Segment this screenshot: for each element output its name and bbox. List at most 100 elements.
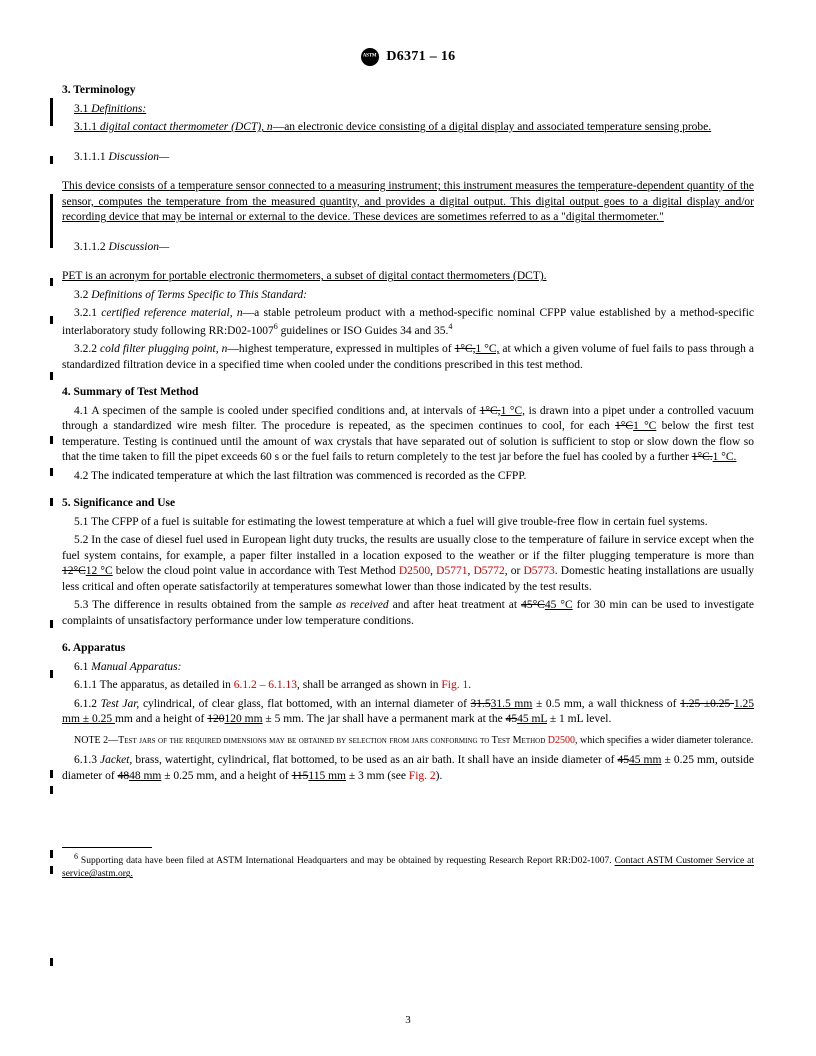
label-definitions: Definitions: <box>91 103 146 115</box>
term-cfpp: cold filter plugging point, n <box>100 343 227 355</box>
para-4-1: 4.1 A specimen of the sample is cooled u… <box>62 404 754 466</box>
s6-1-3-e: ± 3 mm (see <box>346 770 409 782</box>
para-3-1: 3.1 Definitions: <box>62 102 754 118</box>
link-d5773[interactable]: D5773 <box>523 565 554 577</box>
para-5-3: 5.3 The difference in results obtained f… <box>62 598 754 629</box>
change-bar <box>50 372 53 380</box>
s6-1-2-strike3: 120 <box>207 713 224 725</box>
s6-1-2-d: mm and a height of <box>115 713 207 725</box>
s5-2-b: below the cloud point value in accordanc… <box>113 565 399 577</box>
s6-1-1-c: . <box>468 679 471 691</box>
num-3-2-2: 3.2.2 <box>74 343 100 355</box>
link-6-1-2-13[interactable]: 6.1.2 – 6.1.13 <box>234 679 297 691</box>
para-5-2: 5.2 In the case of diesel fuel used in E… <box>62 533 754 595</box>
num-3-1: 3.1 <box>74 103 91 115</box>
note2-b: , which specifies a wider diameter toler… <box>575 735 753 746</box>
link-d2500[interactable]: D2500 <box>399 565 430 577</box>
change-bar <box>50 98 53 126</box>
s6-1-3-f: ). <box>436 770 443 782</box>
s4-1-a: 4.1 A specimen of the sample is cooled u… <box>74 405 480 417</box>
s5-3-ins: 45 °C <box>545 599 573 611</box>
link-fig-2[interactable]: Fig. 2 <box>409 770 436 782</box>
label-definitions-specific: Definitions of Terms Specific to This St… <box>91 289 307 301</box>
label-discussion-1: Discussion— <box>109 151 170 163</box>
s6-1-2-e: ± 5 mm. The jar shall have a permanent m… <box>263 713 506 725</box>
s6-1-2-strike1: 31.5 <box>471 698 491 710</box>
s6-1-1-b: , shall be arranged as shown in <box>297 679 441 691</box>
s6-1-3-strike3: 115 <box>292 770 309 782</box>
para-4-2: 4.2 The indicated temperature at which t… <box>62 469 754 485</box>
def-dct: —an electronic device consisting of a di… <box>273 121 711 133</box>
s5-2-strike: 12°C <box>62 565 86 577</box>
def-cfpp-a: —highest temperature, expressed in multi… <box>227 343 454 355</box>
note-2: NOTE 2—Test jars of the required dimensi… <box>62 734 754 748</box>
s5-3-a: 5.3 The difference in results obtained f… <box>74 599 336 611</box>
s6-1-2-strike2: 1.25 ±0.25 <box>680 698 734 710</box>
strike-1c: 1°C, <box>455 343 476 355</box>
term-test-jar: Test Jar, <box>101 698 140 710</box>
s4-1-ins3: 1 °C. <box>713 451 737 463</box>
change-bar <box>50 436 53 444</box>
term-crm: certified reference material, n <box>101 307 242 319</box>
para-3-1-1: 3.1.1 digital contact thermometer (DCT),… <box>62 120 754 136</box>
label-manual-apparatus: Manual Apparatus: <box>91 661 181 673</box>
footnote-6: 6 Supporting data have been filed at AST… <box>62 852 754 881</box>
astm-logo-icon <box>361 48 379 66</box>
para-3-2-2: 3.2.2 cold filter plugging point, n—high… <box>62 342 754 373</box>
s6-1-3-strike2: 48 <box>118 770 130 782</box>
change-bar <box>50 850 53 858</box>
link-d2500-note[interactable]: D2500 <box>548 735 575 746</box>
change-bar <box>50 194 53 248</box>
change-bar <box>50 670 53 678</box>
fn-sup-4: 4 <box>448 322 452 331</box>
para-6-1-2: 6.1.2 Test Jar, cylindrical, of clear gl… <box>62 697 754 728</box>
s6-1-1-a: 6.1.1 The apparatus, as detailed in <box>74 679 234 691</box>
para-3-1-1-2-text: PET is an acronym for portable electroni… <box>62 269 754 285</box>
change-bar <box>50 156 53 164</box>
para-3-1-1-1-text: This device consists of a temperature se… <box>62 179 754 226</box>
term-jacket: Jacket, <box>100 754 132 766</box>
section-5-title: 5. Significance and Use <box>62 496 754 512</box>
para-6-1: 6.1 Manual Apparatus: <box>62 660 754 676</box>
link-fig-1[interactable]: Fig. 1 <box>441 679 468 691</box>
s6-1-3-strike1: 45 <box>617 754 629 766</box>
s6-1-2-ins4: 45 mL <box>517 713 547 725</box>
s6-1-2-b: cylindrical, of clear glass, flat bottom… <box>139 698 470 710</box>
change-bar <box>50 620 53 628</box>
section-6-title: 6. Apparatus <box>62 641 754 657</box>
s6-1-3-ins2: 48 mm <box>129 770 161 782</box>
s6-1-2-f: ± 1 mL level. <box>547 713 611 725</box>
para-6-1-1: 6.1.1 The apparatus, as detailed in 6.1.… <box>62 678 754 694</box>
s4-1-ins2: 1 °C <box>633 420 656 432</box>
num-6-1-2: 6.1.2 <box>74 698 101 710</box>
change-bar <box>50 958 53 966</box>
s6-1-2-ins1: 31.5 mm <box>491 698 533 710</box>
s6-1-2-ins3: 120 mm <box>225 713 263 725</box>
s6-1-3-d: ± 0.25 mm, and a height of <box>161 770 291 782</box>
change-bar <box>50 278 53 286</box>
s5-3-strike: 45°C <box>521 599 545 611</box>
link-d5771[interactable]: D5771 <box>436 565 467 577</box>
s5-3-italic: as received <box>336 599 389 611</box>
s5-3-b: and after heat treatment at <box>389 599 521 611</box>
s4-1-strike1: 1°C, <box>480 405 501 417</box>
s6-1-3-ins3: 115 mm <box>308 770 346 782</box>
s6-1-3-b: brass, watertight, cylindrical, flat bot… <box>132 754 617 766</box>
para-3-1-1-1-head: 3.1.1.1 Discussion— <box>62 150 754 166</box>
s6-1-3-ins1: 45 mm <box>629 754 661 766</box>
def-crm-b: guidelines or ISO Guides 34 and 35. <box>278 325 449 337</box>
s4-1-strike3: 1°C. <box>692 451 713 463</box>
fn-6-a: Supporting data have been filed at ASTM … <box>78 857 615 867</box>
num-6-1: 6.1 <box>74 661 91 673</box>
designation-text: D6371 – 16 <box>386 49 455 64</box>
page-header: D6371 – 16 <box>62 48 754 67</box>
para-3-2: 3.2 Definitions of Terms Specific to Thi… <box>62 288 754 304</box>
page-number: 3 <box>0 1013 816 1028</box>
num-3-1-1-1: 3.1.1.1 <box>74 151 109 163</box>
num-3-1-1-2: 3.1.1.2 <box>74 241 109 253</box>
change-bar <box>50 866 53 874</box>
change-bar <box>50 468 53 476</box>
note2-a: NOTE 2—Test jars of the required dimensi… <box>74 735 548 746</box>
link-d5772[interactable]: D5772 <box>473 565 504 577</box>
section-4-title: 4. Summary of Test Method <box>62 385 754 401</box>
